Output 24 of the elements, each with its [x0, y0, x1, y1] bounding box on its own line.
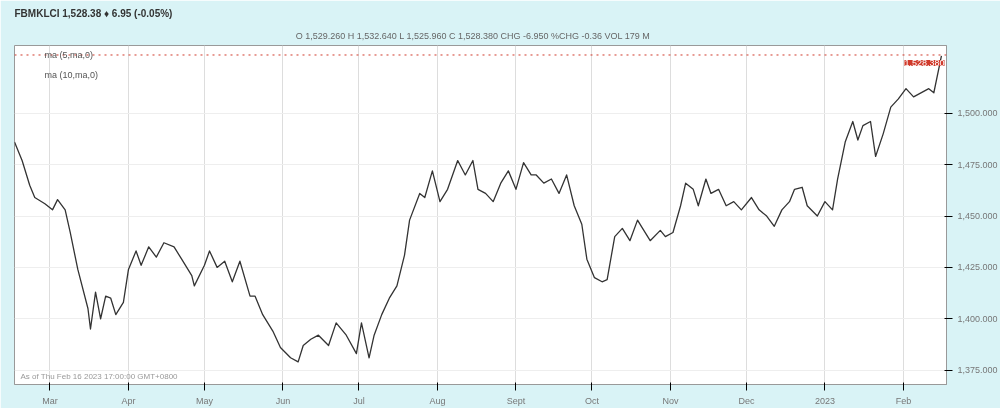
ref-line-label: 1,528.380: [904, 57, 945, 68]
y-tick-label: 1,425.000: [957, 262, 998, 273]
x-tick-label: Dec: [738, 395, 755, 406]
x-tick-label: Sept: [506, 395, 526, 406]
x-tick-label: Jun: [275, 395, 291, 406]
x-tick-label: 2023: [814, 395, 835, 406]
x-tick-label: Aug: [429, 395, 446, 406]
x-tick-label: Mar: [42, 395, 58, 406]
x-tick-label: Jul: [353, 395, 365, 406]
annotation: ma (10,ma,0): [44, 69, 99, 80]
x-tick-label: Nov: [662, 395, 679, 406]
y-tick-label: 1,475.000: [957, 159, 998, 170]
y-tick-label: 1,500.000: [957, 108, 998, 119]
x-tick-label: Apr: [121, 395, 136, 406]
annotation: As of Thu Feb 16 2023 17:00:00 GMT+0800: [20, 371, 179, 381]
x-tick-label: Feb: [895, 395, 912, 406]
y-tick-label: 1,375.000: [957, 365, 998, 376]
y-tick-label: 1,450.000: [957, 211, 998, 222]
chart-subtitle: O 1,529.260 H 1,532.640 L 1,525.960 C 1,528.380 CHG -6.950 %CHG -0.36 VOL 179 M: [295, 30, 650, 41]
chart-title: FBMKLCI 1,528.38 ♦ 6.95 (-0.05%): [14, 7, 173, 19]
x-tick-label: May: [195, 395, 214, 406]
x-tick-label: Oct: [584, 395, 600, 406]
annotation: ma (5,ma,0): [44, 49, 94, 60]
y-tick-label: 1,400.000: [957, 313, 998, 324]
